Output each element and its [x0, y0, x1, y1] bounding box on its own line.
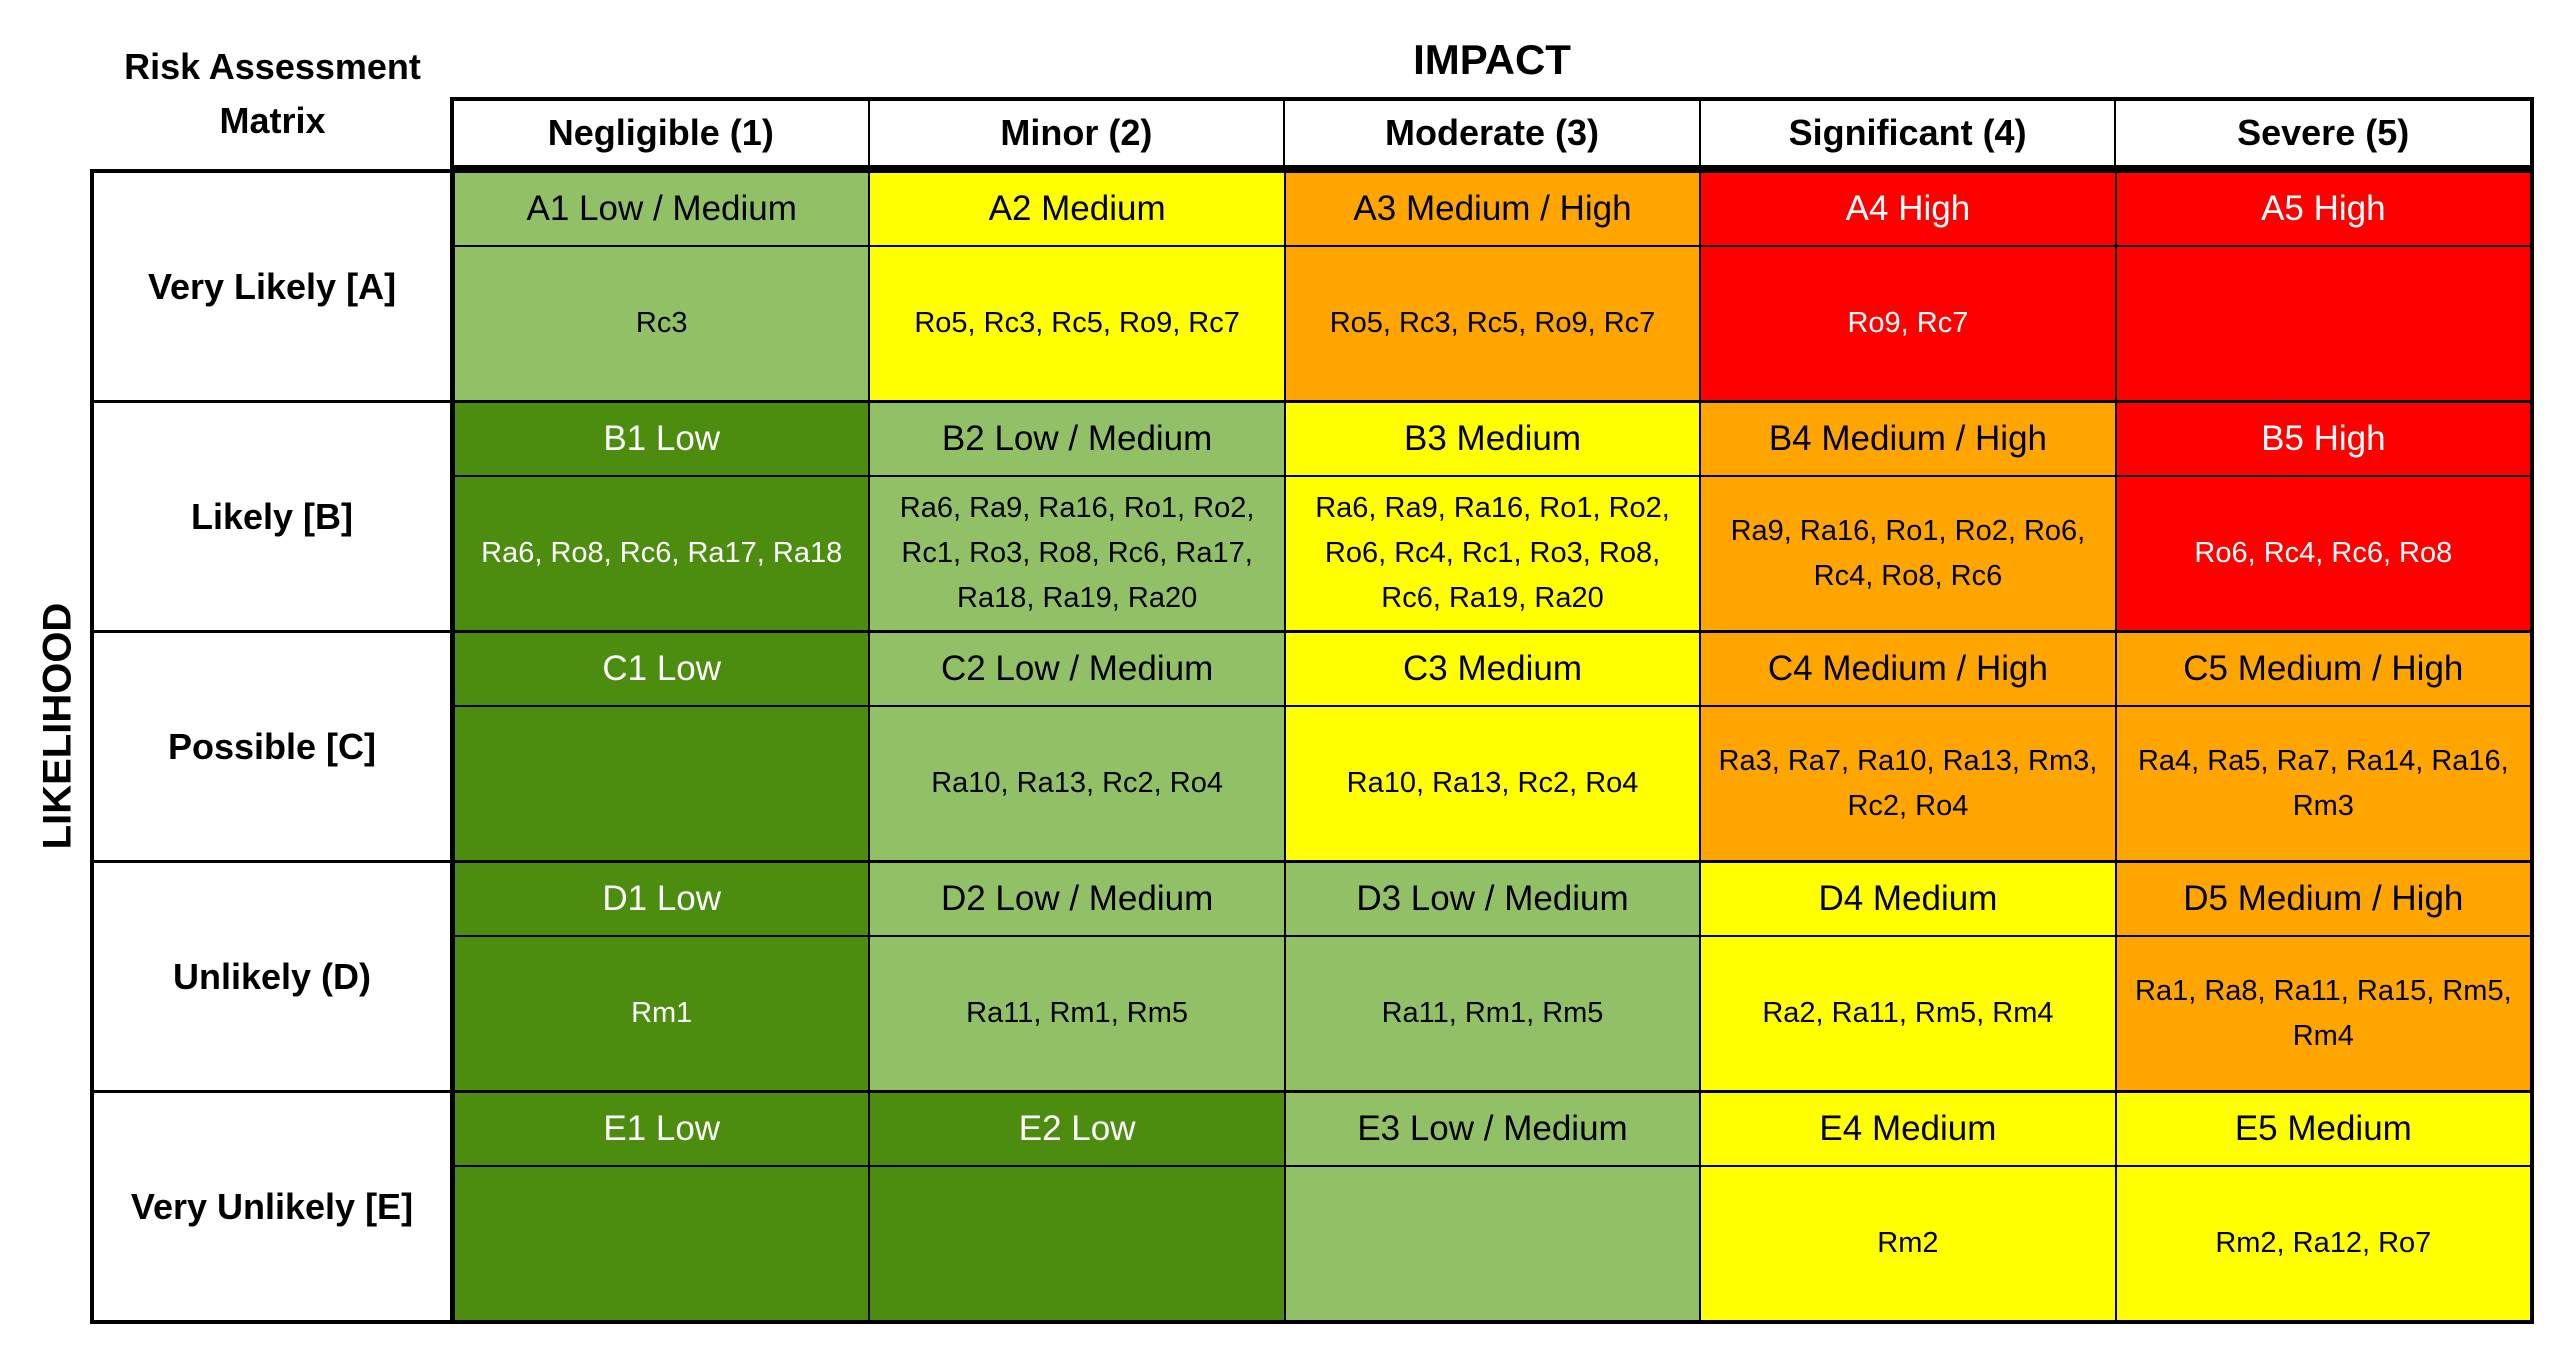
risk-list [1286, 1167, 1699, 1320]
risk-level-label: B1 Low [455, 403, 869, 477]
risk-level-label: E5 Medium [2116, 1093, 2531, 1167]
impact-level-1: Negligible (1) [547, 112, 774, 153]
likelihood-row-e: Very Unlikely [E] E1 Low E2 Low E3 Low / Me… [94, 1090, 2531, 1320]
risk-cell-c4: C4 Medium / High Ra3, Ra7, Ra10, Ra13, Rm… [1699, 633, 2115, 860]
risk-cell-b4: B4 Medium / High Ra9, Ra16, Ro1, Ro2, Ro6… [1699, 403, 2115, 630]
likelihood-label: Unlikely (D) [94, 863, 453, 1090]
risk-list: Ra4, Ra5, Ra7, Ra14, Ra16, Rm3 [2137, 744, 2509, 822]
risk-cell-a1: A1 Low / Medium Rc3 [453, 173, 869, 400]
risk-list: Ra10, Ra13, Rc2, Ro4 [931, 767, 1223, 799]
risk-cell-b3: B3 Medium Ra6, Ra9, Ra16, Ro1, Ro2, Ro6, … [1283, 403, 1700, 630]
risk-list: Ra6, Ra9, Ra16, Ro1, Ro2, Ro6, Rc4, Rc1,… [1315, 492, 1670, 614]
risk-list: Ra11, Rm1, Rm5 [966, 997, 1189, 1029]
risk-level-label: A5 High [2116, 173, 2531, 247]
risk-cell-d3: D3 Low / Medium Ra11, Rm1, Rm5 [1283, 863, 1700, 1090]
likelihood-axis-title: LIKELIHOOD [35, 602, 80, 850]
risk-level-label: A2 Medium [870, 173, 1284, 247]
impact-level-3: Moderate (3) [1283, 101, 1699, 165]
likelihood-row-b: Likely [B] B1 Low Ra6, Ro8, Rc6, Ra17, Ra1… [94, 400, 2531, 630]
risk-cell-e3: E3 Low / Medium [1283, 1093, 1700, 1320]
risk-cell-b2: B2 Low / Medium Ra6, Ra9, Ra16, Ro1, Ro2,… [868, 403, 1284, 630]
risk-level-label: B5 High [2116, 403, 2531, 477]
matrix-body: Very Likely [A] A1 Low / Medium Rc3 A2 Medi… [90, 169, 2534, 1324]
risk-cell-c3: C3 Medium Ra10, Ra13, Rc2, Ro4 [1283, 633, 1700, 860]
risk-list [455, 1167, 868, 1320]
risk-cell-c2: C2 Low / Medium Ra10, Ra13, Rc2, Ro4 [868, 633, 1284, 860]
risk-list: Ra3, Ra7, Ra10, Ra13, Rm3, Rc2, Ro4 [1718, 744, 2098, 822]
risk-cell-c5: C5 Medium / High Ra4, Ra5, Ra7, Ra14, Ra1… [2114, 633, 2531, 860]
risk-list: Rm2, Ra12, Ro7 [2215, 1227, 2432, 1259]
risk-level-label: C5 Medium / High [2116, 633, 2531, 707]
risk-list: Ra2, Ra11, Rm5, Rm4 [1762, 997, 2054, 1029]
risk-level-label: B3 Medium [1285, 403, 1700, 477]
likelihood-row-a: Very Likely [A] A1 Low / Medium Rc3 A2 Medi… [94, 173, 2531, 400]
risk-level-label: C1 Low [455, 633, 869, 707]
risk-cell-e1: E1 Low [453, 1093, 869, 1320]
risk-cell-c1: C1 Low [453, 633, 869, 860]
risk-list: Ra6, Ro8, Rc6, Ra17, Ra18 [481, 537, 843, 569]
risk-cell-a4: A4 High Ro9, Rc7 [1699, 173, 2115, 400]
risk-list [455, 707, 868, 860]
risk-level-label: E3 Low / Medium [1285, 1093, 1700, 1167]
likelihood-label: Possible [C] [94, 633, 453, 860]
risk-cell-d1: D1 Low Rm1 [453, 863, 869, 1090]
risk-list: Ra11, Rm1, Rm5 [1381, 997, 1604, 1029]
impact-level-4: Significant (4) [1698, 101, 2115, 165]
impact-level-5: Severe (5) [2114, 101, 2530, 165]
risk-level-label: A4 High [1701, 173, 2115, 247]
impact-header-row: Negligible (1) Minor (2) Moderate (3) Si… [450, 97, 2534, 169]
risk-cell-e5: E5 Medium Rm2, Ra12, Ro7 [2114, 1093, 2531, 1320]
risk-list: Ro5, Rc3, Rc5, Ro9, Rc7 [1329, 307, 1656, 339]
risk-cell-a3: A3 Medium / High Ro5, Rc3, Rc5, Ro9, Rc7 [1283, 173, 1700, 400]
risk-level-label: B2 Low / Medium [870, 403, 1284, 477]
likelihood-row-d: Unlikely (D) D1 Low Rm1 D2 Low / Medium Ra11… [94, 860, 2531, 1090]
risk-cell-b5: B5 High Ro6, Rc4, Rc6, Ro8 [2114, 403, 2531, 630]
risk-cell-d4: D4 Medium Ra2, Ra11, Rm5, Rm4 [1699, 863, 2115, 1090]
risk-level-label: D4 Medium [1701, 863, 2115, 937]
risk-cell-e2: E2 Low [868, 1093, 1284, 1320]
risk-level-label: C2 Low / Medium [870, 633, 1284, 707]
risk-level-label: A1 Low / Medium [455, 173, 869, 247]
risk-level-label: E2 Low [870, 1093, 1284, 1167]
matrix-title: Risk Assessment Matrix [124, 46, 421, 141]
risk-level-label: E1 Low [455, 1093, 869, 1167]
risk-level-label: B4 Medium / High [1701, 403, 2115, 477]
risk-level-label: D5 Medium / High [2116, 863, 2531, 937]
risk-cell-a5: A5 High [2114, 173, 2531, 400]
risk-matrix: Negligible (1) Minor (2) Moderate (3) Si… [90, 97, 2534, 1324]
risk-list [870, 1167, 1283, 1320]
likelihood-label: Very Likely [A] [94, 173, 453, 400]
likelihood-row-c: Possible [C] C1 Low C2 Low / Medium Ra10, R… [94, 630, 2531, 860]
risk-level-label: A3 Medium / High [1285, 173, 1700, 247]
risk-level-label: D2 Low / Medium [870, 863, 1284, 937]
risk-cell-e4: E4 Medium Rm2 [1699, 1093, 2115, 1320]
impact-level-2: Minor (2) [867, 101, 1284, 165]
risk-cell-d2: D2 Low / Medium Ra11, Rm1, Rm5 [868, 863, 1284, 1090]
risk-list: Rm1 [631, 997, 693, 1029]
risk-list: Rm2 [1877, 1227, 1939, 1259]
likelihood-label: Very Unlikely [E] [94, 1093, 453, 1320]
risk-list: Ro5, Rc3, Rc5, Ro9, Rc7 [914, 307, 1240, 339]
likelihood-label: Likely [B] [94, 403, 453, 630]
risk-level-label: C4 Medium / High [1701, 633, 2115, 707]
risk-level-label: D1 Low [455, 863, 869, 937]
risk-cell-b1: B1 Low Ra6, Ro8, Rc6, Ra17, Ra18 [453, 403, 869, 630]
risk-list: Ra1, Ra8, Ra11, Ra15, Rm5, Rm4 [2135, 974, 2512, 1052]
risk-list: Rc3 [635, 307, 688, 339]
risk-list [2117, 247, 2530, 400]
risk-level-label: E4 Medium [1701, 1093, 2115, 1167]
risk-list: Ro6, Rc4, Rc6, Ro8 [2194, 537, 2453, 569]
impact-axis-title: IMPACT [1413, 36, 1571, 83]
risk-cell-a2: A2 Medium Ro5, Rc3, Rc5, Ro9, Rc7 [868, 173, 1284, 400]
risk-cell-d5: D5 Medium / High Ra1, Ra8, Ra11, Ra15, Rm… [2114, 863, 2531, 1090]
risk-level-label: C3 Medium [1285, 633, 1700, 707]
risk-list: Ra9, Ra16, Ro1, Ro2, Ro6, Rc4, Ro8, Rc6 [1730, 514, 2086, 592]
risk-list: Ro9, Rc7 [1847, 307, 1969, 339]
risk-level-label: D3 Low / Medium [1285, 863, 1700, 937]
risk-list: Ra6, Ra9, Ra16, Ro1, Ro2, Rc1, Ro3, Ro8,… [899, 492, 1255, 614]
risk-list: Ra10, Ra13, Rc2, Ro4 [1346, 767, 1639, 799]
